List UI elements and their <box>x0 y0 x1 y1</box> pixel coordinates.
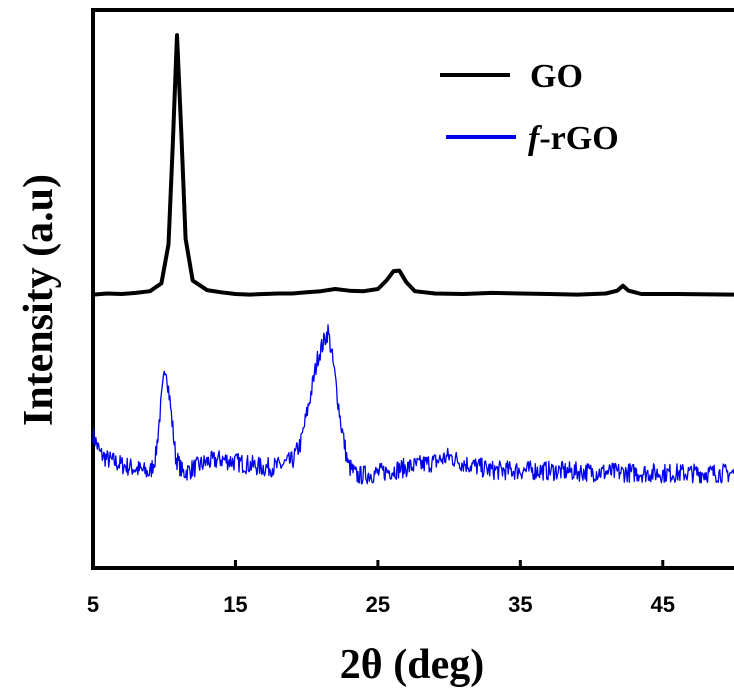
legend-label-go: GO <box>530 58 583 95</box>
series-line-go <box>92 33 734 297</box>
x-ticks <box>91 560 665 568</box>
plot-frame <box>91 8 734 570</box>
legend: GO f-rGO <box>440 58 619 157</box>
legend-label-frgo-prefix: f <box>528 120 543 157</box>
legend-label-frgo: f-rGO <box>528 120 619 157</box>
series-line-f-rgo <box>92 324 734 485</box>
x-axis-title: 2θ (deg) <box>340 642 484 688</box>
x-tick-label-15: 15 <box>223 592 247 617</box>
series-layer <box>92 33 734 485</box>
y-axis-title: Intensity (a.u) <box>16 174 62 426</box>
x-tick-label-5: 5 <box>87 592 99 617</box>
x-tick-labels: 5 15 25 35 45 <box>87 592 675 617</box>
x-tick-label-25: 25 <box>366 592 390 617</box>
x-tick-label-45: 45 <box>651 592 675 617</box>
x-tick-label-35: 35 <box>508 592 532 617</box>
legend-label-frgo-text: -rGO <box>539 120 618 157</box>
